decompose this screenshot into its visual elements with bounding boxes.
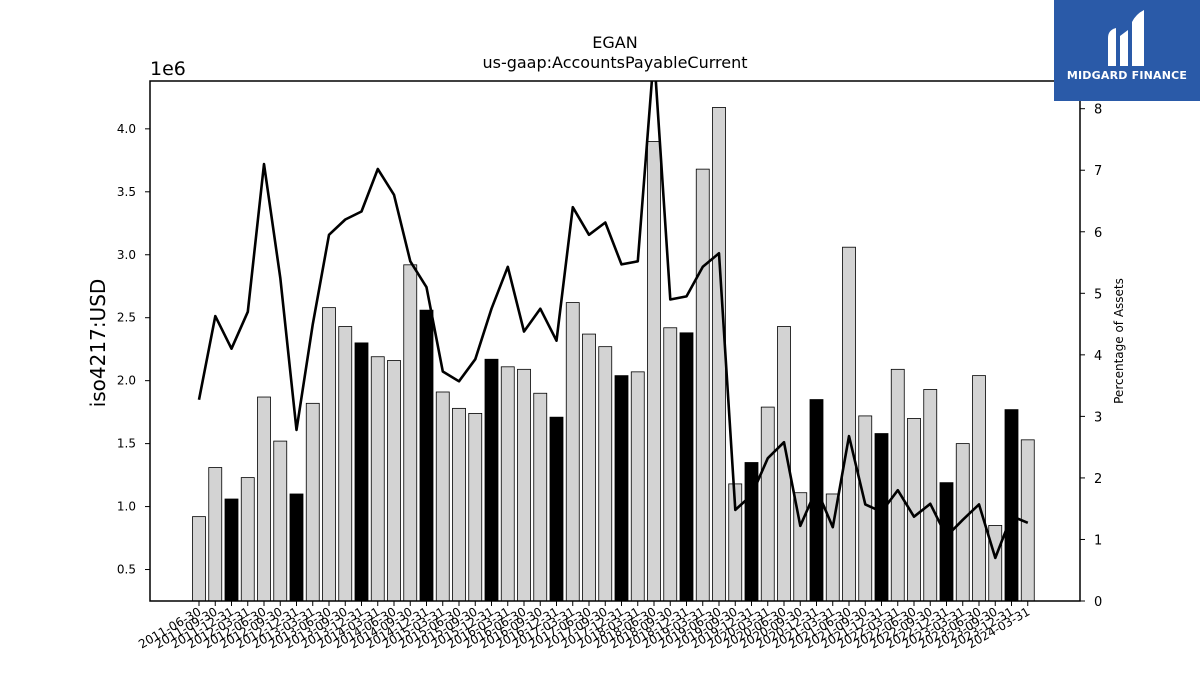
- y2-tick-label: 1: [1094, 533, 1102, 548]
- y2-tick-label: 0: [1094, 595, 1102, 610]
- bar-2014-03-31: [370, 356, 385, 602]
- bar-2017-03-31: [565, 302, 580, 602]
- bar-2013-03-31: [305, 402, 320, 602]
- bar-2017-09-30: [598, 346, 613, 602]
- line-series: [197, 81, 1029, 560]
- y-axis-label: iso4217:USD: [86, 279, 110, 408]
- chart-title: EGAN: [592, 33, 637, 52]
- bar-2016-12-31: [549, 416, 564, 602]
- bar-2011-06-30: [192, 516, 206, 602]
- bar-series: [192, 107, 1035, 602]
- bar-2012-12-31: [289, 493, 304, 602]
- bar-2016-03-31: [500, 366, 515, 602]
- y2-axis-label: Percentage of Assets: [1112, 278, 1126, 404]
- bar-2014-09-30: [403, 264, 418, 602]
- bar-2014-12-31: [419, 309, 434, 602]
- bar-2014-06-30: [387, 360, 401, 602]
- bar-2016-06-30: [517, 368, 531, 602]
- y2-tick-label: 3: [1094, 410, 1102, 425]
- y-tick-label: 2.0: [117, 374, 136, 388]
- bar-2013-06-30: [322, 307, 336, 602]
- bar-2011-09-30: [208, 467, 223, 602]
- y-tick-label: 4.0: [117, 122, 136, 136]
- bar-2017-12-31: [614, 375, 629, 602]
- bar-2015-03-31: [435, 391, 450, 602]
- y-tick-label: 3.5: [117, 185, 136, 199]
- bar-2019-06-30: [712, 107, 726, 602]
- logo-text: MIDGARD FINANCE: [1066, 69, 1188, 82]
- y2-tick-label: 8: [1094, 103, 1102, 118]
- bar-2023-06-30: [972, 375, 986, 602]
- y2-axis-ticks: 0 1 2 3 4 5 6 7 8: [1080, 103, 1102, 610]
- bar-2021-09-30: [858, 415, 873, 602]
- bar-2016-09-30: [533, 392, 548, 602]
- x-axis-ticks: 2011-06-302011-09-302011-12-312012-03-31…: [136, 601, 1032, 651]
- y2-tick-label: 6: [1094, 226, 1102, 241]
- y-tick-label: 2.5: [117, 311, 136, 325]
- logo-mark-icon: [1108, 10, 1144, 66]
- bar-2013-09-30: [338, 326, 353, 602]
- y-tick-label: 0.5: [117, 563, 136, 577]
- y-offset-text: 1e6: [150, 58, 186, 80]
- bar-2018-03-31: [630, 371, 645, 602]
- plot-frame: [149, 80, 1081, 602]
- y2-tick-label: 2: [1094, 472, 1102, 487]
- bar-2021-06-30: [842, 246, 856, 602]
- bar-2017-06-30: [582, 333, 596, 602]
- bar-2018-12-31: [679, 332, 694, 602]
- chart-subtitle: us-gaap:AccountsPayableCurrent: [482, 53, 747, 72]
- bar-2018-06-30: [647, 141, 661, 602]
- bar-2023-09-30: [988, 525, 1003, 602]
- bar-2015-12-31: [484, 358, 499, 602]
- bar-2013-12-31: [354, 342, 369, 602]
- bar-2021-12-31: [874, 433, 889, 602]
- brand-logo: MIDGARD FINANCE: [1054, 0, 1200, 101]
- bar-2023-03-31: [955, 443, 970, 602]
- bar-2022-09-30: [923, 389, 938, 602]
- bar-2012-06-30: [257, 396, 271, 602]
- bar-2022-03-31: [890, 368, 905, 602]
- bar-2019-03-31: [695, 168, 710, 602]
- y-tick-label: 3.0: [117, 248, 136, 262]
- y-tick-label: 1.5: [117, 437, 136, 451]
- y2-tick-label: 7: [1094, 164, 1102, 179]
- y-tick-label: 1.0: [117, 500, 136, 514]
- bar-2020-03-31: [760, 406, 775, 602]
- bar-2012-03-31: [240, 477, 255, 602]
- y2-tick-label: 5: [1094, 287, 1102, 302]
- bar-2018-09-30: [663, 327, 678, 602]
- bar-2021-03-31: [825, 493, 840, 602]
- bar-2011-12-31: [224, 498, 239, 602]
- bar-2015-06-30: [452, 407, 466, 602]
- bar-2015-09-30: [468, 412, 483, 602]
- y-axis-ticks: 0.5 1.0 1.5 2.0 2.5 3.0 3.5 4.0: [117, 122, 150, 577]
- percentage-of-assets-line: [197, 81, 1029, 560]
- bar-2023-12-31: [1004, 409, 1019, 602]
- y2-tick-label: 4: [1094, 349, 1102, 364]
- bar-2012-09-30: [273, 440, 288, 602]
- bar-2022-12-31: [939, 482, 954, 602]
